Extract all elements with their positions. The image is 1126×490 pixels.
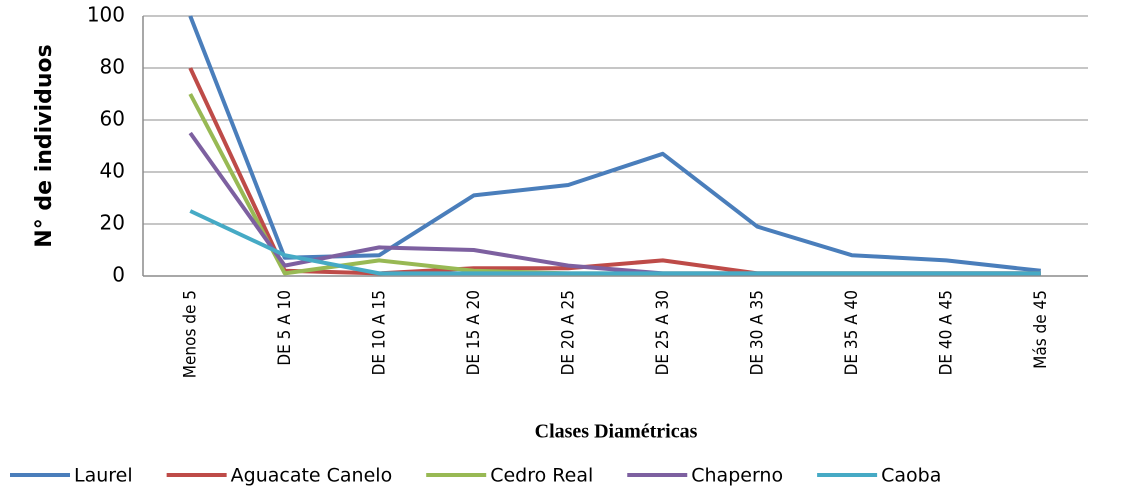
- x-tick-label: DE 35 A 40: [842, 290, 862, 375]
- x-tick-label: Más de 45: [1031, 290, 1051, 369]
- y-axis-label: N° de individuos: [32, 44, 57, 247]
- x-tick-label: Menos de 5: [180, 290, 200, 378]
- series-line: [188, 93, 1041, 276]
- y-tick-label: 60: [100, 107, 125, 131]
- y-tick-label: 80: [100, 55, 125, 79]
- x-tick-label: DE 30 A 35: [747, 290, 767, 375]
- legend-label: Caoba: [881, 465, 941, 487]
- x-tick-label: DE 15 A 20: [464, 290, 484, 375]
- x-tick-label: DE 40 A 45: [936, 290, 956, 375]
- x-tick-label: DE 25 A 30: [653, 290, 673, 375]
- series-line: [188, 15, 1041, 273]
- legend-label: Laurel: [74, 465, 133, 487]
- x-axis-label: Clases Diamétricas: [535, 421, 698, 443]
- series-line: [188, 131, 1041, 276]
- series-line: [189, 209, 1041, 276]
- x-tick-label: DE 10 A 15: [369, 290, 389, 375]
- legend-label: Chaperno: [691, 465, 783, 487]
- x-tick-label: DE 5 A 10: [275, 290, 295, 366]
- legend-label: Cedro Real: [490, 465, 593, 487]
- y-tick-label: 40: [100, 159, 125, 183]
- x-tick-label: DE 20 A 25: [558, 290, 578, 375]
- y-tick-label: 100: [87, 3, 125, 27]
- legend-label: Aguacate Canelo: [231, 465, 393, 487]
- y-tick-label: 0: [112, 263, 125, 287]
- y-tick-label: 20: [100, 211, 125, 235]
